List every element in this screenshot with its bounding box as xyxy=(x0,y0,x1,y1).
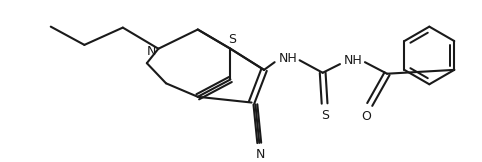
Text: N: N xyxy=(147,45,156,58)
Text: S: S xyxy=(228,33,236,46)
Text: N: N xyxy=(255,148,265,161)
Text: NH: NH xyxy=(344,54,363,67)
Text: NH: NH xyxy=(279,52,297,65)
Text: S: S xyxy=(321,110,330,122)
Text: O: O xyxy=(361,110,371,123)
